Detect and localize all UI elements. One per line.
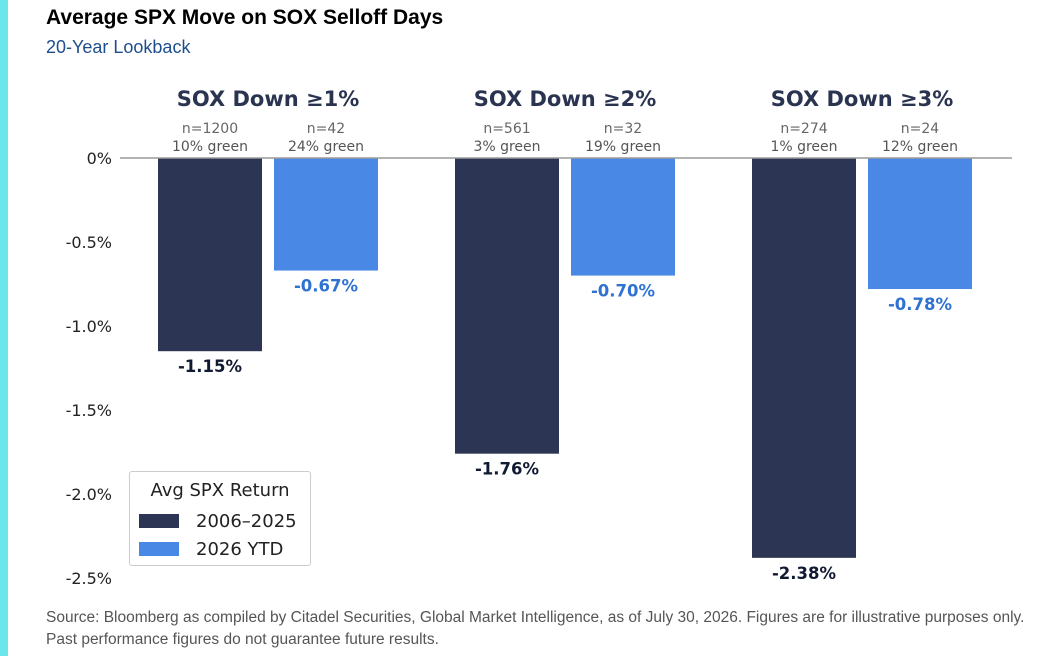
legend-swatch-2026-ytd (139, 542, 179, 556)
n-label: n=1200 (182, 121, 238, 137)
value-label: -0.78% (888, 295, 953, 314)
green-pct-label: 24% green (288, 139, 364, 155)
legend-label-2026-ytd: 2026 YTD (196, 538, 284, 560)
n-label: n=32 (604, 121, 642, 137)
green-pct-label: 3% green (473, 139, 540, 155)
y-tick-label: -1.0% (66, 317, 112, 336)
bar (752, 158, 856, 558)
green-pct-label: 19% green (585, 139, 661, 155)
n-label: n=24 (901, 121, 940, 137)
value-label: -0.67% (294, 277, 359, 296)
source-note: Source: Bloomberg as compiled by Citadel… (46, 609, 1025, 648)
bar (274, 158, 378, 271)
value-label: -1.76% (475, 460, 540, 479)
chart-title: Average SPX Move on SOX Selloff Days (46, 6, 444, 29)
value-label: -2.38% (772, 564, 837, 583)
legend-title: Avg SPX Return (150, 480, 290, 501)
legend-label-2006-2025: 2006–2025 (196, 510, 297, 532)
legend-item-2006-2025: 2006–2025 (139, 510, 297, 532)
accent-strip (0, 0, 8, 656)
chart-subtitle: 20-Year Lookback (46, 37, 191, 57)
green-pct-label: 10% green (172, 139, 248, 155)
value-label: -1.15% (178, 357, 243, 376)
legend-item-2026-ytd: 2026 YTD (139, 538, 283, 560)
value-label: -0.70% (591, 282, 656, 301)
green-pct-label: 1% green (770, 139, 837, 155)
n-label: n=561 (483, 121, 530, 137)
category-label: SOX Down ≥2% (474, 87, 657, 111)
y-tick-label: 0% (87, 149, 112, 168)
bar (868, 158, 972, 290)
y-tick-label: -0.5% (66, 233, 112, 252)
legend: Avg SPX Return 2006–2025 2026 YTD (129, 471, 311, 566)
y-tick-label: -1.5% (66, 401, 112, 420)
y-tick-label: -2.5% (66, 569, 112, 588)
green-pct-label: 12% green (882, 139, 958, 155)
bar (571, 158, 675, 276)
bar-chart: 0% -0.5% -1.0% -1.5% -2.0% -2.5% SOX Down ≥1% n… (66, 87, 1012, 588)
n-label: n=274 (780, 121, 827, 137)
bar (455, 158, 559, 454)
n-label: n=42 (307, 121, 345, 137)
y-tick-label: -2.0% (66, 485, 112, 504)
category-label: SOX Down ≥3% (771, 87, 954, 111)
legend-swatch-2006-2025 (139, 514, 179, 528)
bar (158, 158, 262, 352)
category-label: SOX Down ≥1% (177, 87, 360, 111)
